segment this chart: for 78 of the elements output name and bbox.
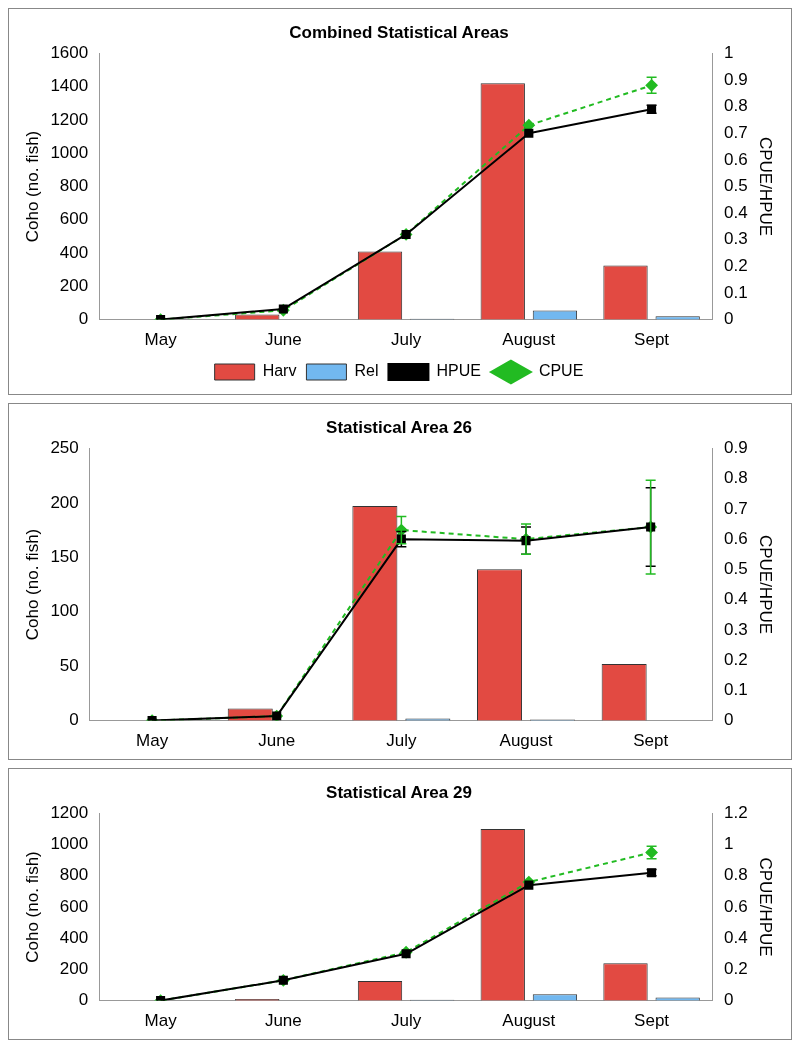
y-axis-title: Coho (no. fish) xyxy=(22,130,42,243)
y-tick-label: 600 xyxy=(59,209,89,229)
y2-tick-label: 0.3 xyxy=(723,619,748,639)
y2-tick-label: 1 xyxy=(723,43,734,63)
y-tick-label: 250 xyxy=(50,438,79,458)
x-tick-label: May xyxy=(144,330,178,350)
y-tick-label: 0 xyxy=(78,990,89,1010)
y2-tick-label: 0.8 xyxy=(723,96,748,116)
y-axis-title: Coho (no. fish) xyxy=(22,528,42,641)
legend-label: CPUE xyxy=(538,362,584,380)
y-tick-label: 0 xyxy=(78,309,89,329)
y2-tick-label: 0.2 xyxy=(723,959,748,979)
y-tick-label: 400 xyxy=(59,927,89,947)
y2-axis-title: CPUE/HPUE xyxy=(756,857,776,957)
chart-title: Statistical Area 26 xyxy=(326,417,472,437)
y2-tick-label: 0.1 xyxy=(723,282,748,302)
y-tick-label: 800 xyxy=(59,176,89,196)
y-tick-label: 600 xyxy=(59,896,89,916)
y-tick-label: 200 xyxy=(50,492,79,512)
y-tick-label: 1200 xyxy=(50,803,89,823)
y2-tick-label: 0.8 xyxy=(723,865,748,885)
y2-tick-label: 0.7 xyxy=(723,498,748,518)
legend-label: Harv xyxy=(262,362,297,380)
y2-tick-label: 0.4 xyxy=(723,202,748,222)
y2-tick-label: 0.6 xyxy=(723,896,748,916)
x-tick-label: July xyxy=(386,731,417,751)
y2-tick-label: 0.5 xyxy=(723,559,748,579)
y2-tick-label: 0.4 xyxy=(723,589,748,609)
x-tick-label: July xyxy=(390,1011,422,1031)
y2-tick-label: 0.8 xyxy=(723,468,748,488)
y-tick-label: 1600 xyxy=(50,43,89,63)
y2-axis-title: CPUE/HPUE xyxy=(756,534,776,635)
chart-title: Statistical Area 29 xyxy=(326,782,472,802)
y2-tick-label: 1 xyxy=(723,834,734,854)
y2-tick-label: 0 xyxy=(723,990,734,1010)
y-tick-label: 50 xyxy=(59,655,79,675)
y-tick-label: 1400 xyxy=(50,76,89,96)
y-tick-label: 150 xyxy=(50,546,79,566)
y-tick-label: 1200 xyxy=(50,109,89,129)
y2-tick-label: 0.9 xyxy=(723,438,748,458)
y2-tick-label: 0.3 xyxy=(723,229,748,249)
y2-tick-label: 0 xyxy=(723,309,734,329)
legend-label: Rel xyxy=(354,362,379,380)
y2-tick-label: 0.2 xyxy=(723,256,748,276)
y2-tick-label: 0.6 xyxy=(723,149,748,169)
y2-tick-label: 0.1 xyxy=(723,680,748,700)
x-tick-label: Sept xyxy=(634,1011,670,1031)
y2-tick-label: 0.9 xyxy=(723,69,748,89)
y-tick-label: 100 xyxy=(50,601,79,621)
y-tick-label: 800 xyxy=(59,865,89,885)
x-tick-label: August xyxy=(499,731,553,751)
x-tick-label: Sept xyxy=(634,330,670,350)
y2-tick-label: 1.2 xyxy=(723,803,748,823)
y2-tick-label: 0 xyxy=(723,710,734,730)
y2-tick-label: 0.7 xyxy=(723,122,748,142)
x-tick-label: July xyxy=(390,330,422,350)
y-tick-label: 1000 xyxy=(50,142,89,162)
x-tick-label: May xyxy=(144,1011,178,1031)
y-tick-label: 200 xyxy=(59,959,89,979)
legend-label: HPUE xyxy=(436,362,481,380)
y-tick-label: 1000 xyxy=(50,834,89,854)
y-axis-title: Coho (no. fish) xyxy=(22,851,42,963)
x-tick-label: August xyxy=(502,1011,556,1031)
x-tick-label: May xyxy=(136,731,169,751)
x-tick-label: June xyxy=(264,330,302,350)
x-tick-label: June xyxy=(264,1011,302,1031)
y2-tick-label: 0.2 xyxy=(723,649,748,669)
y-tick-label: 200 xyxy=(59,276,89,296)
chart-title: Combined Statistical Areas xyxy=(289,22,509,42)
y-tick-label: 400 xyxy=(59,242,89,262)
y-tick-label: 0 xyxy=(69,710,79,730)
x-tick-label: August xyxy=(502,330,556,350)
x-tick-label: June xyxy=(258,731,296,751)
y2-axis-title: CPUE/HPUE xyxy=(756,136,776,237)
y2-tick-label: 0.6 xyxy=(723,528,748,548)
y2-tick-label: 0.4 xyxy=(723,927,748,947)
x-tick-label: Sept xyxy=(633,731,669,751)
y2-tick-label: 0.5 xyxy=(723,176,748,196)
